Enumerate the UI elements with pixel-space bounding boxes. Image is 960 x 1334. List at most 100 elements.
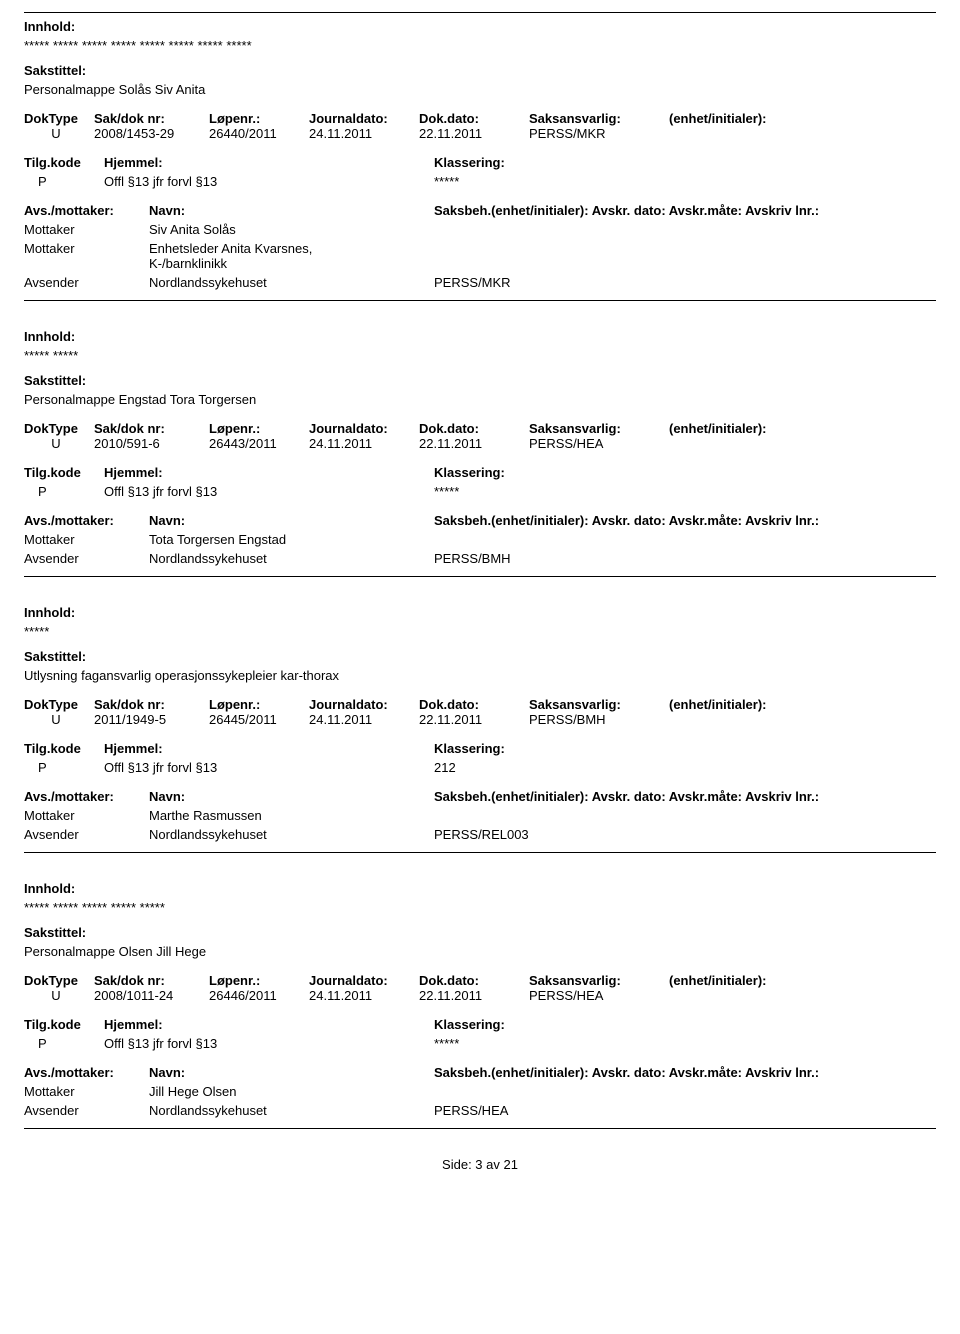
val-tilgkode: P [24, 760, 104, 775]
party-role: Avsender [24, 551, 149, 566]
hdr-doktype: DokType [24, 111, 94, 126]
hdr-enhet: (enhet/initialer): [669, 697, 819, 712]
party-role: Avsender [24, 275, 149, 290]
hdr-lopenr: Løpenr.: [209, 973, 309, 988]
innhold-value: ***** ***** [24, 348, 936, 363]
sakstittel-label: Sakstittel: [24, 373, 936, 388]
party-role: Avsender [24, 827, 149, 842]
hdr-jdato: Journaldato: [309, 973, 419, 988]
record-separator [24, 1128, 936, 1129]
hdr-saksbeh: Saksbeh.(enhet/initialer): Avskr. dato: … [434, 1065, 934, 1080]
hdr-hjemmel: Hjemmel: [104, 155, 434, 170]
val-doktype: U [24, 712, 94, 727]
party-role: Mottaker [24, 532, 149, 547]
hdr-klassering: Klassering: [434, 1017, 554, 1032]
val-ansvarlig: PERSS/HEA [529, 988, 669, 1003]
hdr-saksbeh: Saksbeh.(enhet/initialer): Avskr. dato: … [434, 789, 934, 804]
val-doktype: U [24, 436, 94, 451]
meta-value-row: U2008/1011-2426446/201124.11.201122.11.2… [24, 988, 936, 1003]
sakstittel-label: Sakstittel: [24, 649, 936, 664]
meta-header-row: DokTypeSak/dok nr:Løpenr.:Journaldato:Do… [24, 973, 936, 988]
hdr-lopenr: Løpenr.: [209, 111, 309, 126]
page-footer: Side: 3 av 21 [24, 1157, 936, 1172]
val-ansvarlig: PERSS/MKR [529, 126, 669, 141]
hdr-sakdok: Sak/dok nr: [94, 697, 209, 712]
party-row: MottakerTota Torgersen Engstad [24, 532, 936, 547]
meta-header-row: DokTypeSak/dok nr:Løpenr.:Journaldato:Do… [24, 697, 936, 712]
val-hjemmel: Offl §13 jfr forvl §13 [104, 1036, 434, 1051]
party-name: Marthe Rasmussen [149, 808, 434, 823]
val-enhet [669, 126, 819, 141]
val-sakdok: 2010/591-6 [94, 436, 209, 451]
val-jdato: 24.11.2011 [309, 126, 419, 141]
hdr-avsmottaker: Avs./mottaker: [24, 789, 149, 804]
party-row: AvsenderNordlandssykehusetPERSS/BMH [24, 551, 936, 566]
val-tilgkode: P [24, 484, 104, 499]
hdr-jdato: Journaldato: [309, 111, 419, 126]
val-sakdok: 2011/1949-5 [94, 712, 209, 727]
record-separator [24, 576, 936, 577]
meta-value-row: U2008/1453-2926440/201124.11.201122.11.2… [24, 126, 936, 141]
record-separator [24, 852, 936, 853]
meta-header-row: DokTypeSak/dok nr:Løpenr.:Journaldato:Do… [24, 421, 936, 436]
party-name: Nordlandssykehuset [149, 275, 434, 290]
hdr-ansvarlig: Saksansvarlig: [529, 111, 669, 126]
val-hjemmel: Offl §13 jfr forvl §13 [104, 484, 434, 499]
party-name: Siv Anita Solås [149, 222, 434, 237]
val-lopenr: 26445/2011 [209, 712, 309, 727]
hdr-enhet: (enhet/initialer): [669, 973, 819, 988]
party-code [434, 532, 634, 547]
record-separator [24, 300, 936, 301]
party-row: MottakerMarthe Rasmussen [24, 808, 936, 823]
val-sakdok: 2008/1453-29 [94, 126, 209, 141]
avs-header-row: Avs./mottaker:Navn:Saksbeh.(enhet/initia… [24, 203, 936, 218]
val-doktype: U [24, 126, 94, 141]
val-enhet [669, 712, 819, 727]
hdr-avsmottaker: Avs./mottaker: [24, 1065, 149, 1080]
hdr-jdato: Journaldato: [309, 421, 419, 436]
innhold-value: ***** ***** ***** ***** ***** [24, 900, 936, 915]
val-lopenr: 26446/2011 [209, 988, 309, 1003]
val-ddato: 22.11.2011 [419, 988, 529, 1003]
party-name: Jill Hege Olsen [149, 1084, 434, 1099]
val-doktype: U [24, 988, 94, 1003]
avs-header-row: Avs./mottaker:Navn:Saksbeh.(enhet/initia… [24, 1065, 936, 1080]
hdr-lopenr: Løpenr.: [209, 697, 309, 712]
val-hjemmel: Offl §13 jfr forvl §13 [104, 760, 434, 775]
val-jdato: 24.11.2011 [309, 436, 419, 451]
val-ddato: 22.11.2011 [419, 436, 529, 451]
hdr-hjemmel: Hjemmel: [104, 1017, 434, 1032]
innhold-label: Innhold: [24, 881, 936, 896]
hdr-ansvarlig: Saksansvarlig: [529, 697, 669, 712]
party-role: Avsender [24, 1103, 149, 1118]
val-tilgkode: P [24, 1036, 104, 1051]
party-row: AvsenderNordlandssykehusetPERSS/HEA [24, 1103, 936, 1118]
hdr-tilgkode: Tilg.kode [24, 741, 104, 756]
party-name: Nordlandssykehuset [149, 551, 434, 566]
innhold-label: Innhold: [24, 329, 936, 344]
party-code [434, 241, 634, 271]
val-ansvarlig: PERSS/HEA [529, 436, 669, 451]
party-name: Nordlandssykehuset [149, 827, 434, 842]
hdr-tilgkode: Tilg.kode [24, 155, 104, 170]
sakstittel-value: Personalmappe Olsen Jill Hege [24, 944, 936, 959]
hdr-navn: Navn: [149, 203, 434, 218]
hdr-navn: Navn: [149, 789, 434, 804]
avs-header-row: Avs./mottaker:Navn:Saksbeh.(enhet/initia… [24, 513, 936, 528]
innhold-label: Innhold: [24, 605, 936, 620]
page-top-rule [24, 12, 936, 13]
party-name: Tota Torgersen Engstad [149, 532, 434, 547]
party-row: MottakerSiv Anita Solås [24, 222, 936, 237]
hdr-ansvarlig: Saksansvarlig: [529, 421, 669, 436]
party-row: AvsenderNordlandssykehusetPERSS/MKR [24, 275, 936, 290]
innhold-value: ***** ***** ***** ***** ***** ***** ****… [24, 38, 936, 53]
innhold-value: ***** [24, 624, 936, 639]
party-row: AvsenderNordlandssykehusetPERSS/REL003 [24, 827, 936, 842]
hdr-avsmottaker: Avs./mottaker: [24, 513, 149, 528]
party-code [434, 808, 634, 823]
sakstittel-value: Personalmappe Engstad Tora Torgersen [24, 392, 936, 407]
tilg-header-row: Tilg.kodeHjemmel:Klassering: [24, 741, 936, 756]
hdr-sakdok: Sak/dok nr: [94, 421, 209, 436]
hdr-ddato: Dok.dato: [419, 421, 529, 436]
hdr-saksbeh: Saksbeh.(enhet/initialer): Avskr. dato: … [434, 513, 934, 528]
